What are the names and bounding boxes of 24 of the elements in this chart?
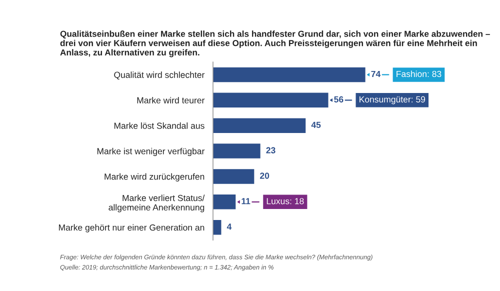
bar [213,169,254,184]
annotation: Konsumgüter: 59 [360,96,426,104]
y-tick-label: Marke wird zurückgerufen [104,173,204,182]
data-label: 23 [266,147,276,154]
data-label: 74 [371,70,381,77]
bar [213,67,366,82]
y-tick-label: Marke wird teurer [137,96,205,104]
data-label: 11 [242,198,250,204]
bar [213,194,236,210]
data-label: 20 [260,172,270,179]
y-tick-label: Marke gehört nur einer Generation an [58,224,204,232]
data-label: 56 [334,96,344,102]
data-label: 45 [311,122,321,128]
annotation: Luxus: 18 [266,198,304,204]
y-tick-label: Marke verliert Status/ allgemeine Anerkennung [108,194,205,212]
y-tick-label: Qualität wird schlechter [114,72,205,80]
chart-title: Qualitätseinbußen einer Marke stellen sich als handfester Grund dar, sich von einer Marke abzuwenden – drei von vier Käufern verweisen auf diese Option. Auch Preissteigerungen wären für eine Mehrheit ein Anlass, zu Alternativen zu greifen. [60,30,490,58]
bar [213,220,222,235]
y-tick-label: Marke ist weniger verfügbar [97,148,205,156]
annotation: Fashion: 83 [396,70,442,78]
bar [213,144,260,158]
bar [213,118,306,133]
y-tick-label: Marke löst Skandal aus [114,122,204,129]
data-label: 4 [226,224,232,230]
